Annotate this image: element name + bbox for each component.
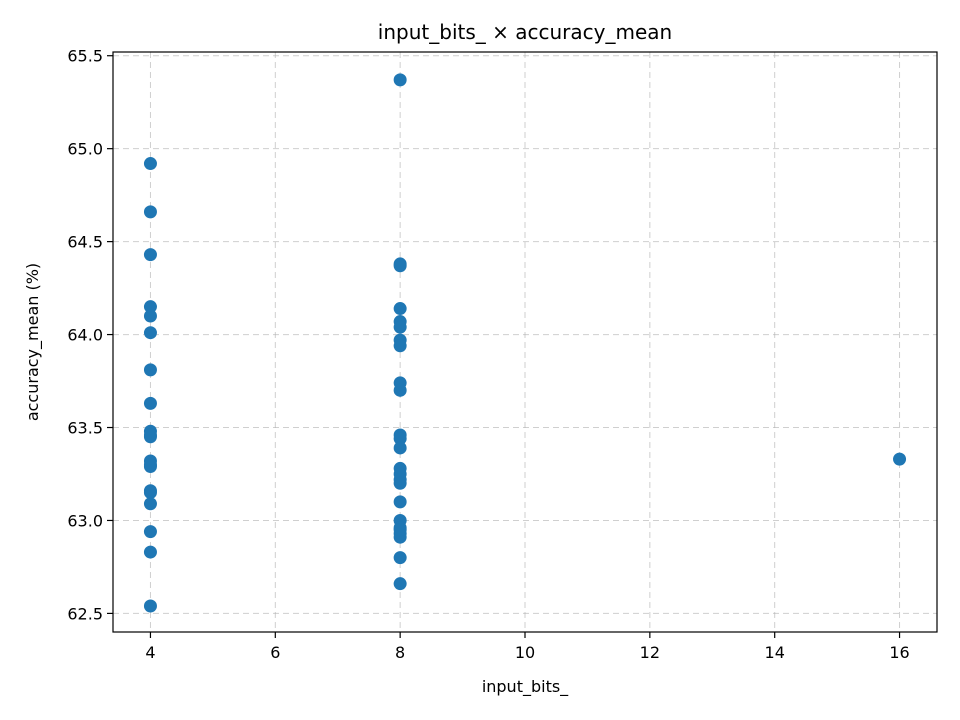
data-point [393,73,407,87]
data-point [143,396,157,410]
data-point [143,205,157,219]
x-tick-label: 14 [765,643,785,662]
data-point [393,495,407,509]
y-tick-label: 62.5 [67,604,103,623]
data-point [393,383,407,397]
data-point [143,309,157,323]
x-tick-label: 16 [889,643,909,662]
data-point [393,441,407,455]
data-point [143,497,157,511]
data-point [393,577,407,591]
data-point [893,452,907,466]
data-points [143,73,907,613]
data-point [393,432,407,446]
x-tick-label: 10 [515,643,535,662]
data-point [143,363,157,377]
y-axis-ticks: 62.5 63.0 63.5 64.0 64.5 65.0 65.5 [67,47,113,623]
y-tick-label: 63.0 [67,511,103,530]
data-point [393,259,407,273]
grid-lines [113,52,937,632]
data-point [393,320,407,334]
chart-title: input_bits_ × accuracy_mean [378,20,672,44]
x-axis-ticks: 4 6 8 10 12 14 16 [145,632,910,662]
data-point [393,339,407,353]
data-point [143,428,157,442]
x-tick-label: 6 [270,643,280,662]
y-tick-label: 64.0 [67,326,103,345]
y-tick-label: 65.0 [67,140,103,159]
data-point [393,551,407,565]
x-tick-label: 8 [395,643,405,662]
data-point [143,545,157,559]
data-point [393,523,407,537]
x-tick-label: 12 [640,643,660,662]
data-point [143,525,157,539]
y-tick-label: 65.5 [67,47,103,66]
y-tick-label: 63.5 [67,419,103,438]
x-tick-label: 4 [145,643,155,662]
x-axis-label: input_bits_ [482,677,569,697]
data-point [143,157,157,171]
y-axis-label: accuracy_mean (%) [23,263,43,421]
data-point [143,248,157,262]
y-tick-label: 64.5 [67,233,103,252]
data-point [393,476,407,490]
data-point [143,599,157,613]
data-point [143,486,157,500]
data-point [393,302,407,316]
data-point [143,326,157,340]
data-point [143,458,157,472]
data-point [143,300,157,314]
